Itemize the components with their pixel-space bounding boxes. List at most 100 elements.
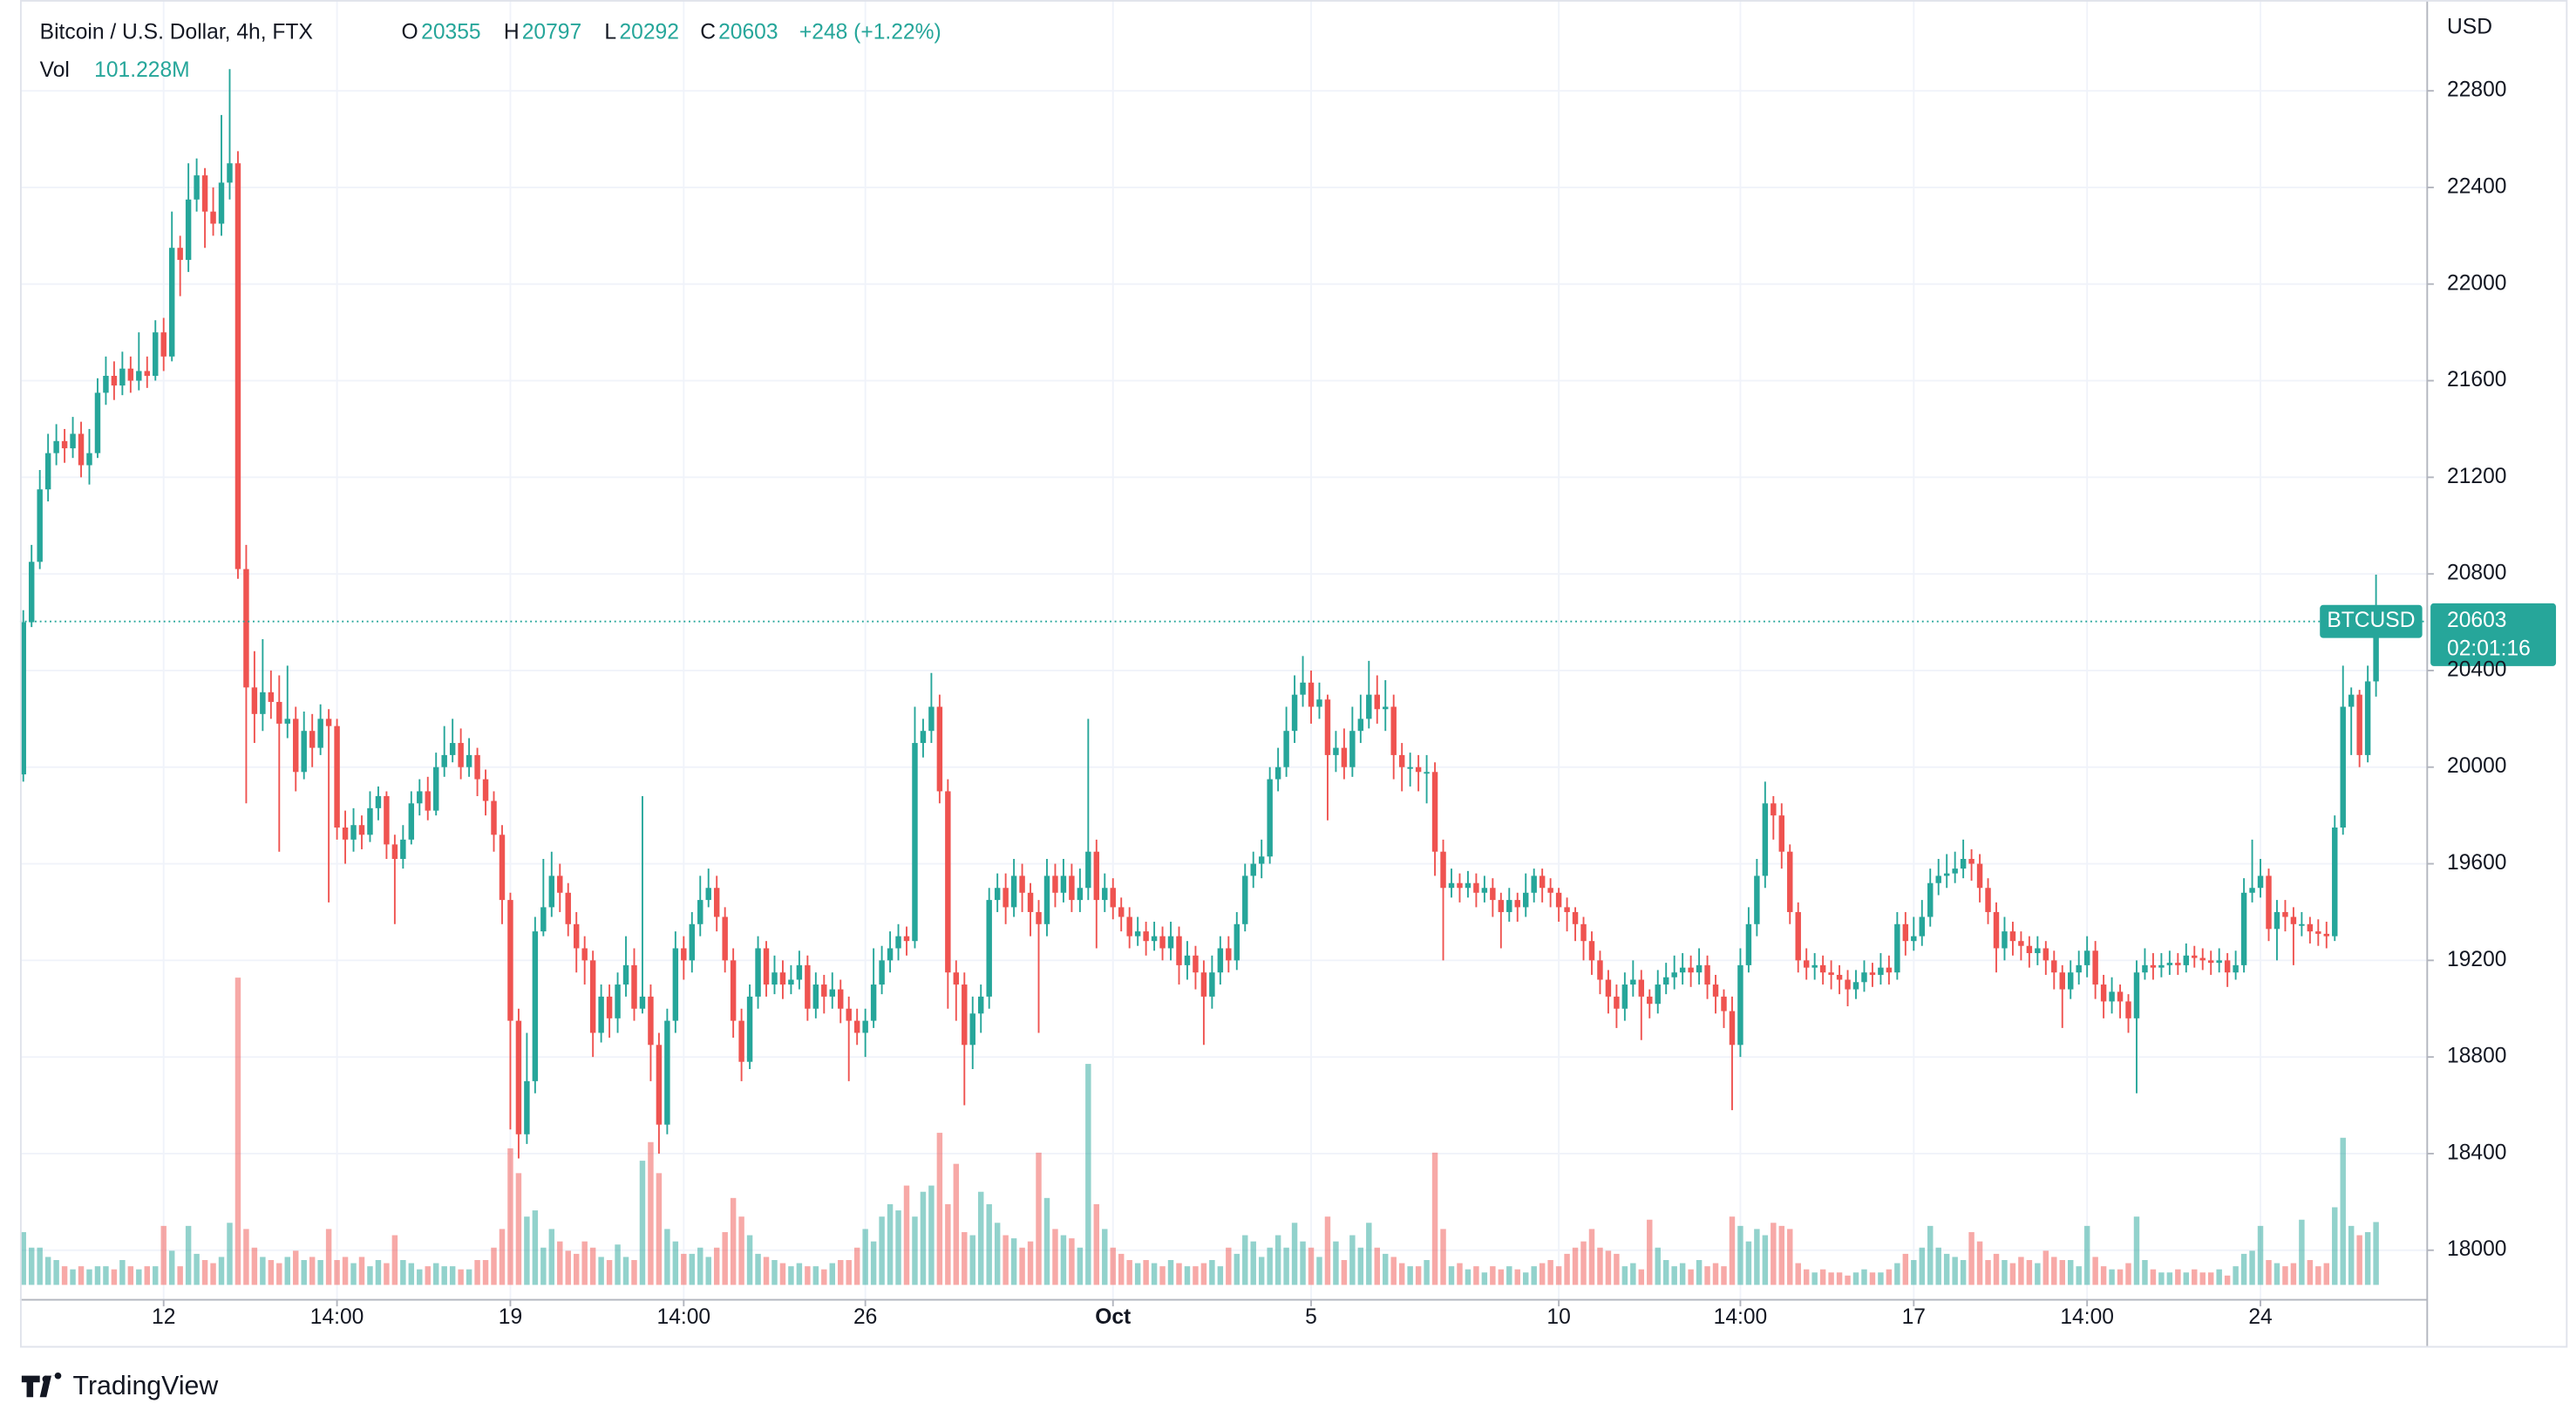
volume-bar [1390, 1257, 1397, 1285]
volume-name: Vol [40, 58, 70, 82]
volume-bar [260, 1257, 266, 1285]
volume-bar [1696, 1260, 1703, 1285]
volume-bar [2026, 1260, 2033, 1285]
candle-body [962, 984, 968, 1046]
volume-bar [2233, 1266, 2239, 1285]
candle-body [779, 972, 786, 985]
volume-bar [2299, 1219, 2305, 1285]
candle-body [1102, 888, 1108, 901]
volume-bar [2192, 1269, 2198, 1285]
volume-bar [1993, 1253, 2000, 1285]
volume-bar [705, 1257, 711, 1285]
volume-bar [639, 1161, 646, 1285]
volume-bar [945, 1203, 951, 1285]
symbol-badge-label: BTCUSD [2327, 609, 2415, 632]
volume-bar [2183, 1272, 2190, 1285]
volume-bar [2083, 1225, 2090, 1285]
volume-bar [953, 1163, 960, 1285]
candle-body [862, 1020, 868, 1033]
brand-name[interactable]: TradingView [73, 1372, 219, 1400]
candle-body [1605, 979, 1612, 997]
volume-bar [1597, 1247, 1603, 1285]
y-tick-label: 18000 [2447, 1237, 2506, 1261]
candle-body [1621, 984, 1628, 1009]
candle-body [1498, 900, 1505, 912]
y-tick-label: 18800 [2447, 1045, 2506, 1068]
volume-bar [1919, 1247, 1925, 1285]
volume-bar [1184, 1266, 1191, 1285]
candle-body [2340, 706, 2346, 828]
volume-bar [2207, 1272, 2214, 1285]
volume-bar [1143, 1260, 1149, 1285]
volume-bar [986, 1203, 992, 1285]
candle-body [1647, 996, 1653, 1005]
volume-bar [2158, 1272, 2165, 1285]
volume-bar [391, 1235, 398, 1285]
candle-body [136, 371, 142, 381]
candle-body [648, 996, 654, 1046]
candle-body [1043, 875, 1050, 924]
y-tick-label: 22000 [2447, 271, 2506, 295]
volume-bar [936, 1133, 943, 1285]
volume-bar [1267, 1247, 1273, 1285]
volume-bar [1745, 1241, 1752, 1285]
x-tick-label: 24 [2248, 1305, 2272, 1329]
volume-bar [2117, 1269, 2124, 1285]
volume-bar [1662, 1260, 1669, 1285]
candle-body [1580, 923, 1587, 942]
volume-bar [1845, 1275, 1851, 1285]
candle-body [1671, 972, 1677, 978]
candle-body [1226, 948, 1232, 961]
volume-bar [779, 1263, 786, 1285]
volume-bar [1308, 1247, 1315, 1285]
candle-body [1267, 779, 1273, 857]
candle-body [672, 948, 679, 1021]
volume-bar [1060, 1235, 1067, 1285]
volume-bar [194, 1253, 200, 1285]
symbol-title: Bitcoin / U.S. Dollar, 4h, FTX [40, 20, 313, 44]
candle-body [953, 972, 960, 985]
volume-bar [722, 1231, 728, 1285]
volume-bar [1324, 1216, 1331, 1285]
candle-body [218, 182, 225, 224]
volume-bar [28, 1247, 35, 1285]
volume-bar [119, 1260, 126, 1285]
candle-body [28, 562, 35, 623]
volume-bar [2068, 1260, 2074, 1285]
volume-bar [1679, 1263, 1686, 1285]
candle-body [103, 376, 109, 393]
volume-bar [1490, 1266, 1496, 1285]
volume-bar [1258, 1257, 1265, 1285]
volume-bar [2175, 1269, 2181, 1285]
candle-body [746, 996, 753, 1062]
volume-bar [2150, 1269, 2157, 1285]
volume-bar [1795, 1263, 1801, 1285]
volume-bar [1010, 1238, 1017, 1285]
x-tick-label: 14:00 [310, 1305, 364, 1329]
volume-bar [1621, 1266, 1628, 1285]
candle-body [1333, 747, 1339, 755]
volume-bar [144, 1266, 151, 1285]
volume-bar [681, 1253, 687, 1285]
candle-body [631, 964, 637, 1009]
volume-bar [615, 1244, 621, 1285]
candle-body [227, 163, 233, 183]
volume-bar [2009, 1263, 2016, 1285]
volume-bar [1457, 1263, 1463, 1285]
candle-body [1217, 948, 1224, 973]
candle-body [1911, 936, 1917, 942]
volume-bar [969, 1235, 975, 1285]
candle-body [681, 948, 687, 961]
x-tick-label: 12 [152, 1305, 175, 1329]
candle-body [928, 706, 935, 732]
candle-body [70, 433, 76, 449]
price-badge-label: 20603 [2447, 609, 2506, 632]
candle-body [1547, 888, 1553, 893]
candle-body [945, 791, 951, 973]
volume-bar [962, 1231, 968, 1285]
volume-bar [1729, 1216, 1736, 1285]
candle-body [20, 622, 26, 775]
x-tick-label: Oct [1095, 1305, 1131, 1329]
y-tick-label: 20400 [2447, 657, 2506, 681]
